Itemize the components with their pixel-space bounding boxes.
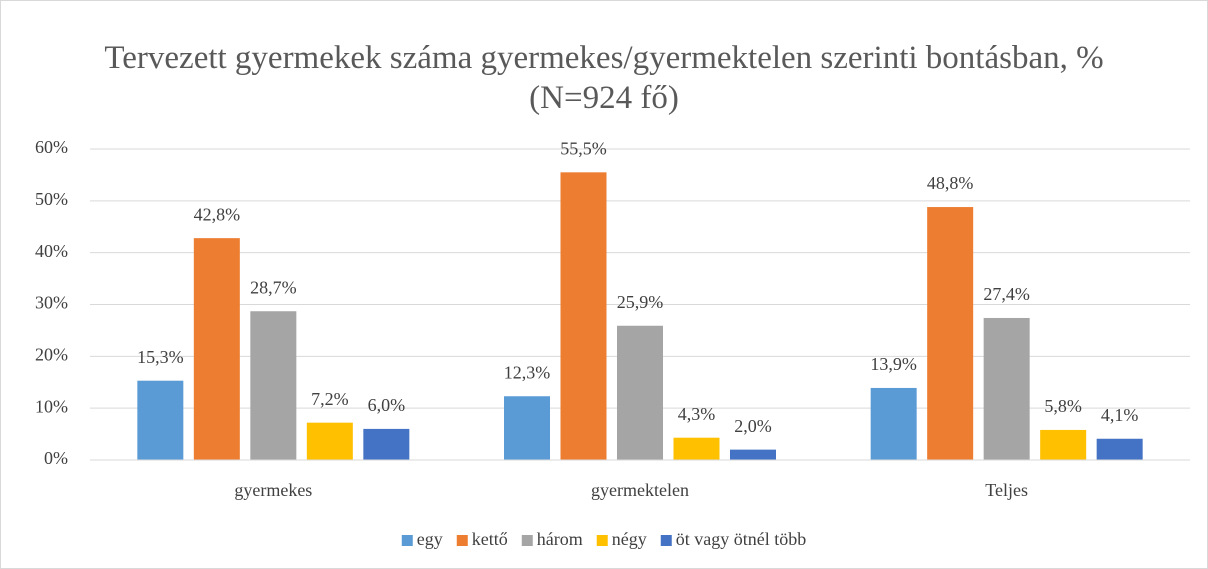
bar (306, 422, 353, 460)
data-label: 5,8% (1044, 396, 1082, 416)
data-label: 2,0% (734, 416, 772, 436)
data-label: 13,9% (870, 354, 917, 374)
y-tick-label: 20% (35, 344, 68, 364)
bar (193, 238, 240, 460)
y-tick-label: 0% (44, 448, 68, 468)
data-label: 25,9% (617, 292, 664, 312)
data-label: 55,5% (560, 138, 607, 158)
data-label: 4,1% (1101, 405, 1139, 425)
data-label: 4,3% (678, 404, 716, 424)
bar (363, 428, 410, 460)
legend-swatch (456, 535, 468, 546)
bar (137, 380, 184, 460)
x-tick-label: Teljes (985, 480, 1028, 500)
data-label: 12,3% (504, 362, 551, 382)
x-tick-label: gyermektelen (591, 480, 689, 500)
bar (927, 207, 974, 460)
y-tick-label: 10% (35, 396, 68, 416)
bar (504, 396, 550, 460)
data-label: 42,8% (194, 204, 241, 224)
y-tick-label: 60% (35, 137, 68, 157)
legend-label: három (537, 529, 583, 549)
bar (560, 172, 607, 460)
legend-label: kettő (472, 529, 508, 549)
legend-swatch (596, 535, 608, 546)
legend-label: négy (612, 529, 647, 549)
data-label: 27,4% (983, 284, 1030, 304)
bar (1096, 438, 1143, 460)
y-tick-label: 40% (35, 241, 68, 261)
bar (617, 325, 663, 460)
legend-swatch (401, 535, 413, 546)
legend-label: öt vagy ötnél több (676, 529, 806, 549)
data-label: 48,8% (927, 173, 974, 193)
legend-swatch (660, 535, 672, 546)
bar (250, 311, 297, 460)
legend-label: egy (417, 529, 443, 549)
y-tick-label: 50% (35, 189, 68, 209)
legend-swatch (521, 535, 533, 546)
data-label: 6,0% (368, 395, 406, 415)
bar (870, 387, 917, 460)
bar (673, 437, 720, 460)
data-label: 15,3% (137, 347, 184, 367)
bar (983, 317, 1030, 460)
bar (1040, 429, 1087, 460)
data-label: 28,7% (250, 277, 297, 297)
y-tick-label: 30% (35, 293, 68, 313)
chart-title: Tervezett gyermekek száma gyermekes/gyer… (104, 40, 1104, 116)
x-tick-label: gyermekes (234, 480, 312, 500)
bar (730, 449, 776, 460)
data-label: 7,2% (311, 389, 349, 409)
